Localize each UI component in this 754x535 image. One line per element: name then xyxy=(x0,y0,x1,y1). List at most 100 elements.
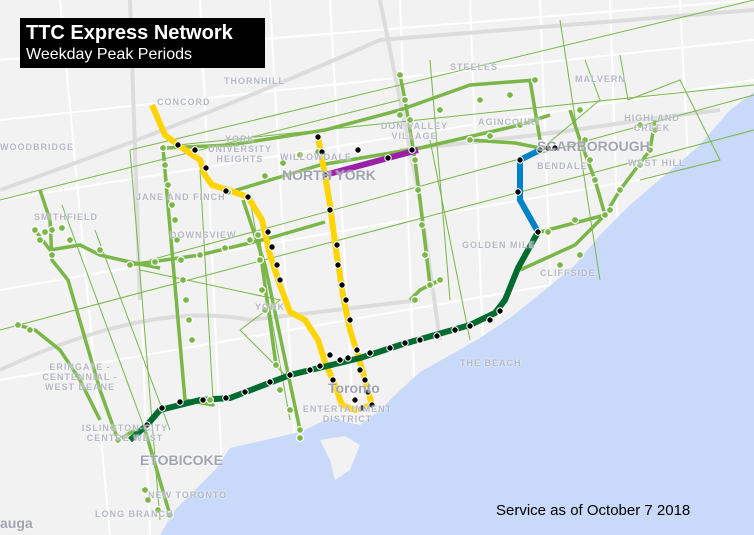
subway-station-marker xyxy=(408,146,416,154)
subway-station-marker xyxy=(534,228,542,236)
line-1-yonge-university xyxy=(149,103,375,413)
express-stop-marker xyxy=(170,215,180,225)
place-label: WEST HILL xyxy=(628,158,686,168)
subway-stations xyxy=(143,133,559,429)
subway-station-marker xyxy=(354,146,362,154)
express-stop-marker xyxy=(205,395,215,405)
express-stop-marker xyxy=(475,95,485,105)
subway-station-marker xyxy=(268,243,276,251)
express-stop-marker xyxy=(575,105,585,115)
subway-station-marker xyxy=(336,356,344,364)
service-note: Service as of October 7 2018 xyxy=(496,502,691,519)
place-label: DOWNSVIEW xyxy=(170,230,237,240)
place-label: YORK UNIVERSITY HEIGHTS xyxy=(207,134,272,164)
place-label: ERINGATE - CENTENNIAL - WEST DEANE xyxy=(42,362,118,392)
subway-station-marker xyxy=(174,141,182,149)
subway-station-marker xyxy=(386,344,394,352)
subway-station-marker xyxy=(346,316,354,324)
place-label: THE BEACH xyxy=(460,358,522,368)
express-stop-marker xyxy=(25,325,35,335)
express-stop-marker xyxy=(615,185,625,195)
subway-station-marker xyxy=(361,376,369,384)
express-stop-marker xyxy=(295,433,305,443)
express-stop-marker xyxy=(255,255,265,265)
subway-station-marker xyxy=(344,354,352,362)
subway-station-marker xyxy=(264,228,272,236)
express-stop-marker xyxy=(405,115,415,125)
place-label: SCARBOROUGH xyxy=(537,138,650,154)
express-stop-marker xyxy=(600,210,610,220)
express-stop-marker xyxy=(30,225,40,235)
subway-station-marker xyxy=(551,144,559,152)
subway-station-marker xyxy=(516,156,524,164)
express-stop-marker xyxy=(275,385,285,395)
express-stop-marker xyxy=(285,405,295,415)
place-label: HIGHLAND CREEK xyxy=(624,113,680,133)
place-label: GOLDEN MILE xyxy=(462,240,536,250)
express-stop-marker xyxy=(253,230,263,240)
express-stop-marker xyxy=(585,155,595,165)
express-stop-marker xyxy=(158,143,168,153)
express-stops xyxy=(13,70,660,520)
express-stop-marker xyxy=(505,90,515,100)
place-label: Toronto xyxy=(328,380,380,396)
subway-station-marker xyxy=(314,133,322,141)
express-stop-marker xyxy=(435,275,445,285)
place-label: YORK xyxy=(255,302,286,312)
subway-station-marker xyxy=(536,146,544,154)
place-label: STEELES xyxy=(450,62,499,72)
express-stop-marker xyxy=(485,131,495,141)
subway-station-marker xyxy=(338,281,346,289)
express-stop-marker xyxy=(410,295,420,305)
place-label: DON VALLEY VILLAGE xyxy=(380,121,449,141)
express-stop-marker xyxy=(465,135,475,145)
express-stop-marker xyxy=(635,160,645,170)
place-label: BENDALE xyxy=(537,161,588,171)
express-stop-marker xyxy=(395,110,405,120)
express-stop-marker xyxy=(176,255,186,265)
express-stop-marker xyxy=(178,275,188,285)
express-stop-marker xyxy=(410,155,420,165)
subway-station-marker xyxy=(143,421,151,429)
subway-station-marker xyxy=(466,322,474,330)
express-stop-marker xyxy=(417,220,427,230)
subway-station-marker xyxy=(326,351,334,359)
place-label: NEW TORONTO xyxy=(148,490,228,500)
express-stop-marker xyxy=(435,105,445,115)
express-stop-marker xyxy=(187,335,197,345)
toronto-islands xyxy=(320,436,360,480)
subway-station-marker xyxy=(306,366,314,374)
express-stop-marker xyxy=(395,70,405,80)
express-stop-marker xyxy=(163,180,173,190)
subway-station-marker xyxy=(451,326,459,334)
express-stop-marker xyxy=(555,260,565,270)
express-stop-marker xyxy=(47,250,57,260)
express-stop-marker xyxy=(580,135,590,145)
subway-station-marker xyxy=(326,206,334,214)
express-stop-marker xyxy=(530,75,540,85)
express-stop-marker xyxy=(425,280,435,290)
place-label: ETOBICOKE xyxy=(140,452,223,468)
subway-station-marker xyxy=(356,366,364,374)
subway-station-marker xyxy=(329,376,337,384)
subway-station-marker xyxy=(191,146,199,154)
subway-station-marker xyxy=(401,339,409,347)
express-stop-marker xyxy=(635,120,645,130)
subway-station-marker xyxy=(286,371,294,379)
subway-station-marker xyxy=(384,154,392,162)
lake-ontario xyxy=(160,92,754,535)
express-stop-marker xyxy=(278,158,288,168)
express-stop-marker xyxy=(150,257,160,267)
subway-station-marker xyxy=(342,296,350,304)
subway-station-marker xyxy=(244,193,252,201)
subway-station-marker xyxy=(514,188,522,196)
express-stop-marker xyxy=(295,425,305,435)
place-label: JANE AND FINCH xyxy=(136,192,226,202)
place-label: THORNHILL xyxy=(224,76,285,86)
express-stop-marker xyxy=(35,235,45,245)
subway-station-marker xyxy=(358,404,366,412)
map-subtitle: Weekday Peak Periods xyxy=(26,46,193,63)
subway-station-marker xyxy=(334,261,342,269)
line-4-sheppard xyxy=(324,147,419,178)
